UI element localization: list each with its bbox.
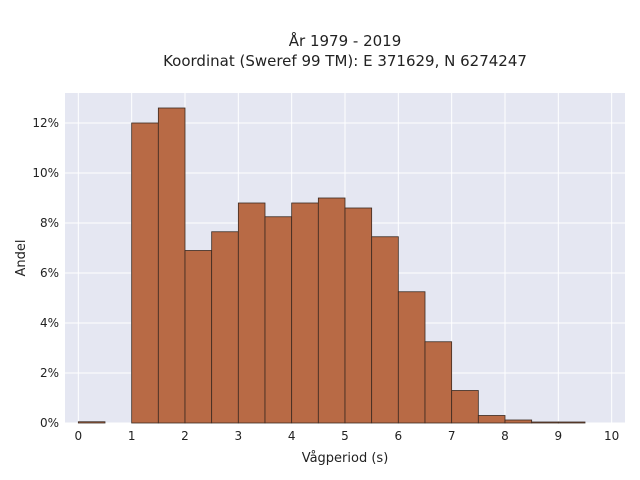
histogram-bar: [504, 419, 533, 424]
histogram-bar: [371, 236, 399, 424]
x-tick-label: 7: [448, 429, 456, 443]
y-tick-label: 6%: [40, 266, 59, 280]
x-tick-label: 6: [395, 429, 403, 443]
y-tick-label: 4%: [40, 316, 59, 330]
histogram-bar: [451, 390, 479, 424]
x-tick-label: 9: [555, 429, 563, 443]
histogram-bar: [317, 197, 346, 424]
x-axis-ticks: 0 1 2 3 4 5 6 7 8 9 10: [75, 429, 620, 443]
chart-subtitle: Koordinat (Sweref 99 TM): E 371629, N 62…: [163, 52, 527, 70]
y-tick-label: 8%: [40, 216, 59, 230]
x-tick-label: 4: [288, 429, 296, 443]
x-axis-label: Vågperiod (s): [302, 451, 389, 466]
x-tick-label: 10: [604, 429, 619, 443]
y-tick-label: 2%: [40, 366, 59, 380]
y-tick-label: 0%: [40, 416, 59, 430]
histogram-bar: [557, 421, 586, 424]
chart-title: År 1979 - 2019: [289, 31, 402, 50]
histogram-bar: [184, 250, 213, 424]
histogram-bar: [291, 202, 319, 424]
histogram-bar: [157, 107, 186, 424]
histogram-bar: [237, 202, 266, 424]
histogram-bar: [131, 122, 159, 424]
histogram-bar: [211, 231, 239, 424]
x-tick-label: 8: [501, 429, 509, 443]
x-tick-label: 5: [341, 429, 349, 443]
histogram-bar: [424, 341, 453, 424]
histogram-bar: [531, 421, 559, 424]
y-tick-label: 10%: [32, 166, 59, 180]
histogram-bar: [477, 415, 506, 424]
y-axis-ticks: 0% 2% 4% 6% 8% 10% 12%: [32, 116, 59, 430]
histogram-bar: [397, 291, 426, 424]
histogram-bars: [77, 107, 586, 424]
x-tick-label: 3: [235, 429, 243, 443]
histogram-bar: [264, 216, 293, 424]
histogram-bar: [77, 421, 106, 424]
y-axis-label: Andel: [14, 240, 29, 277]
histogram-bar: [344, 207, 373, 424]
x-tick-label: 2: [181, 429, 189, 443]
y-tick-label: 12%: [32, 116, 59, 130]
x-tick-label: 1: [128, 429, 136, 443]
x-tick-label: 0: [75, 429, 83, 443]
